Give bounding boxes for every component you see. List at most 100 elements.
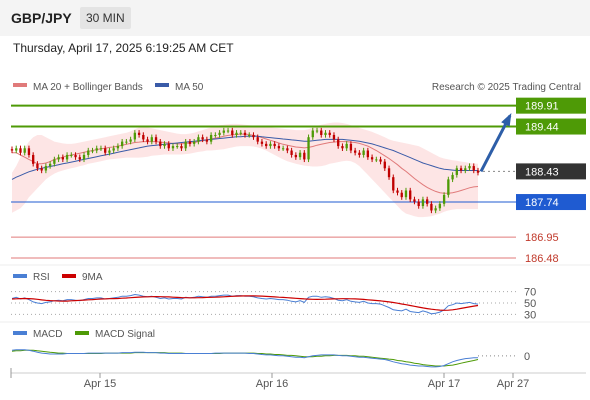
panel-separators — [0, 264, 590, 323]
candle-body — [197, 137, 200, 142]
macd-signal-legend-label: MACD Signal — [95, 329, 155, 340]
candle — [320, 127, 323, 138]
header-bar: GBP/JPY 30 MIN — [0, 0, 590, 36]
candle — [129, 136, 132, 145]
candle-body — [430, 203, 433, 211]
candle-body — [421, 199, 425, 207]
candle-body — [27, 148, 31, 155]
candle — [358, 150, 361, 158]
candle-body — [396, 190, 399, 193]
candle-body — [455, 168, 458, 175]
time-tick-label: Apr 16 — [256, 378, 288, 390]
candle — [74, 152, 77, 160]
candle-body — [231, 130, 234, 135]
price-levels — [11, 104, 516, 259]
candle — [383, 158, 386, 171]
candle-body — [307, 137, 310, 160]
candle-body — [315, 130, 319, 132]
level-label-box-resistance — [516, 97, 586, 114]
candle — [286, 145, 289, 154]
candle-body — [159, 141, 162, 147]
candle — [434, 205, 437, 214]
candle-body — [451, 174, 454, 180]
candle-body — [226, 130, 230, 132]
candle-body — [23, 148, 26, 153]
time-tick-label: Apr 27 — [497, 378, 529, 390]
timeframe-badge[interactable]: 30 MIN — [80, 7, 131, 29]
candle — [459, 165, 463, 174]
candle — [375, 156, 378, 163]
candle — [464, 165, 467, 174]
candle-body — [222, 130, 225, 133]
candle — [451, 172, 454, 183]
candle-body — [269, 143, 272, 147]
candle-body — [205, 139, 209, 142]
level-label-current: 188.43 — [525, 166, 559, 178]
candle-body — [472, 166, 475, 171]
candle — [430, 201, 433, 214]
candle-body — [74, 154, 77, 158]
candle-body — [349, 143, 353, 151]
candle-body — [358, 152, 361, 155]
candle-body — [417, 201, 420, 207]
candle — [349, 141, 353, 154]
candle — [311, 127, 314, 140]
candle — [192, 138, 196, 147]
candle — [154, 134, 158, 145]
candle — [44, 163, 48, 174]
candle-body — [57, 157, 60, 160]
candle — [438, 201, 442, 211]
candle — [209, 132, 213, 145]
candle-body — [108, 150, 111, 153]
candle — [218, 130, 221, 138]
candle — [252, 132, 255, 140]
candle-body — [464, 168, 467, 171]
candle-body — [298, 152, 302, 158]
candle-body — [184, 141, 187, 149]
projection-arrow-shaft — [479, 114, 512, 173]
candle — [341, 143, 344, 151]
candle — [19, 145, 22, 156]
candle — [226, 127, 230, 134]
candle — [36, 161, 39, 171]
level-label-resistance: 189.91 — [525, 101, 559, 113]
candle-body — [167, 143, 170, 149]
candle — [235, 130, 238, 138]
candle — [337, 136, 340, 149]
candle-body — [129, 139, 132, 142]
candle-body — [116, 146, 120, 149]
bollinger-band-area — [12, 122, 478, 218]
candle — [447, 176, 450, 198]
candle — [120, 138, 124, 149]
candle — [294, 152, 298, 160]
candle-body — [409, 190, 412, 200]
candle-body — [125, 141, 128, 143]
candle-body — [353, 150, 357, 153]
candle — [290, 147, 293, 158]
candle-body — [180, 146, 183, 149]
candle — [345, 141, 348, 151]
candle — [65, 152, 69, 163]
candle-body — [459, 168, 463, 171]
candle — [82, 152, 86, 163]
rsi-tick-label: 70 — [524, 287, 536, 299]
ma50-legend-label: MA 50 — [175, 82, 204, 93]
candle — [27, 145, 31, 158]
rsi-legend-swatch — [13, 274, 27, 278]
candle — [370, 154, 374, 163]
candle — [425, 196, 429, 207]
macd-tick-label: 0 — [524, 351, 530, 363]
candle-body — [192, 141, 196, 144]
candle — [171, 143, 175, 151]
candle-body — [434, 208, 437, 211]
rsi-ma-legend-swatch — [62, 274, 76, 278]
candle-body — [345, 143, 348, 149]
candle — [163, 141, 166, 149]
candle — [392, 174, 395, 194]
candle-body — [248, 134, 251, 136]
target-level-label: 186.48 — [525, 253, 559, 265]
candle-body — [48, 163, 52, 167]
ma20-legend-swatch — [13, 83, 27, 87]
candle-body — [91, 150, 94, 152]
candle-body — [252, 134, 255, 138]
